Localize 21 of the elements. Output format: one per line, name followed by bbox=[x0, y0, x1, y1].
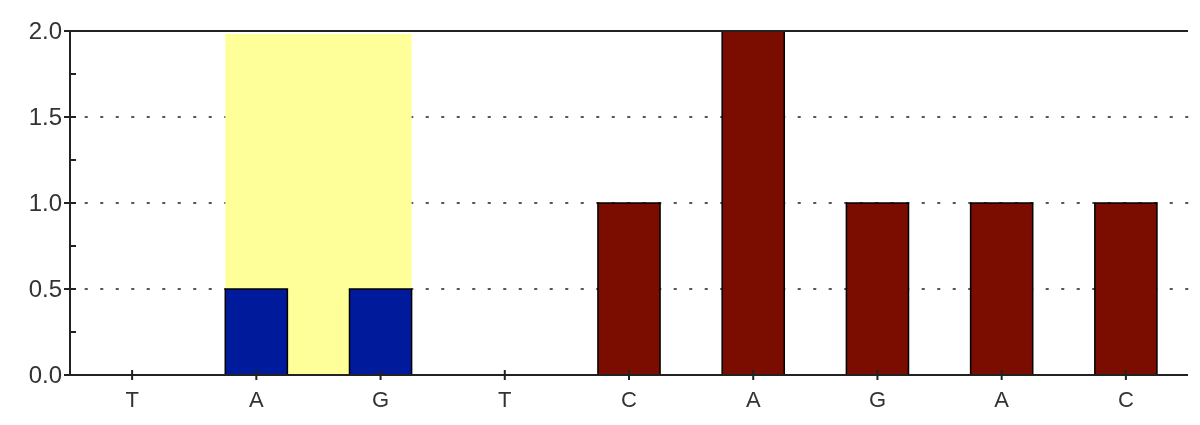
x-tick-label: G bbox=[371, 387, 390, 412]
bar bbox=[224, 288, 289, 376]
x-tick-label: T bbox=[125, 387, 139, 412]
bar bbox=[969, 202, 1034, 376]
x-tick-label: T bbox=[498, 387, 512, 412]
x-tick-label: C bbox=[1117, 387, 1134, 412]
x-tick-label: G bbox=[868, 387, 887, 412]
y-tick-label: 1.5 bbox=[28, 103, 62, 131]
y-tick-label: 2.0 bbox=[28, 17, 62, 45]
x-tick-label: A bbox=[248, 387, 264, 412]
bar bbox=[597, 202, 661, 376]
bar bbox=[348, 288, 413, 376]
bar bbox=[1094, 202, 1158, 376]
y-tick-label: 0.5 bbox=[28, 275, 62, 303]
y-tick-label: 1.0 bbox=[28, 189, 62, 217]
bar bbox=[721, 30, 786, 376]
y-tick-label: 0.0 bbox=[28, 361, 62, 389]
x-tick-label: A bbox=[745, 387, 761, 412]
x-tick-label: C bbox=[621, 387, 638, 412]
x-tick-label: A bbox=[994, 387, 1010, 412]
bar bbox=[845, 202, 910, 376]
